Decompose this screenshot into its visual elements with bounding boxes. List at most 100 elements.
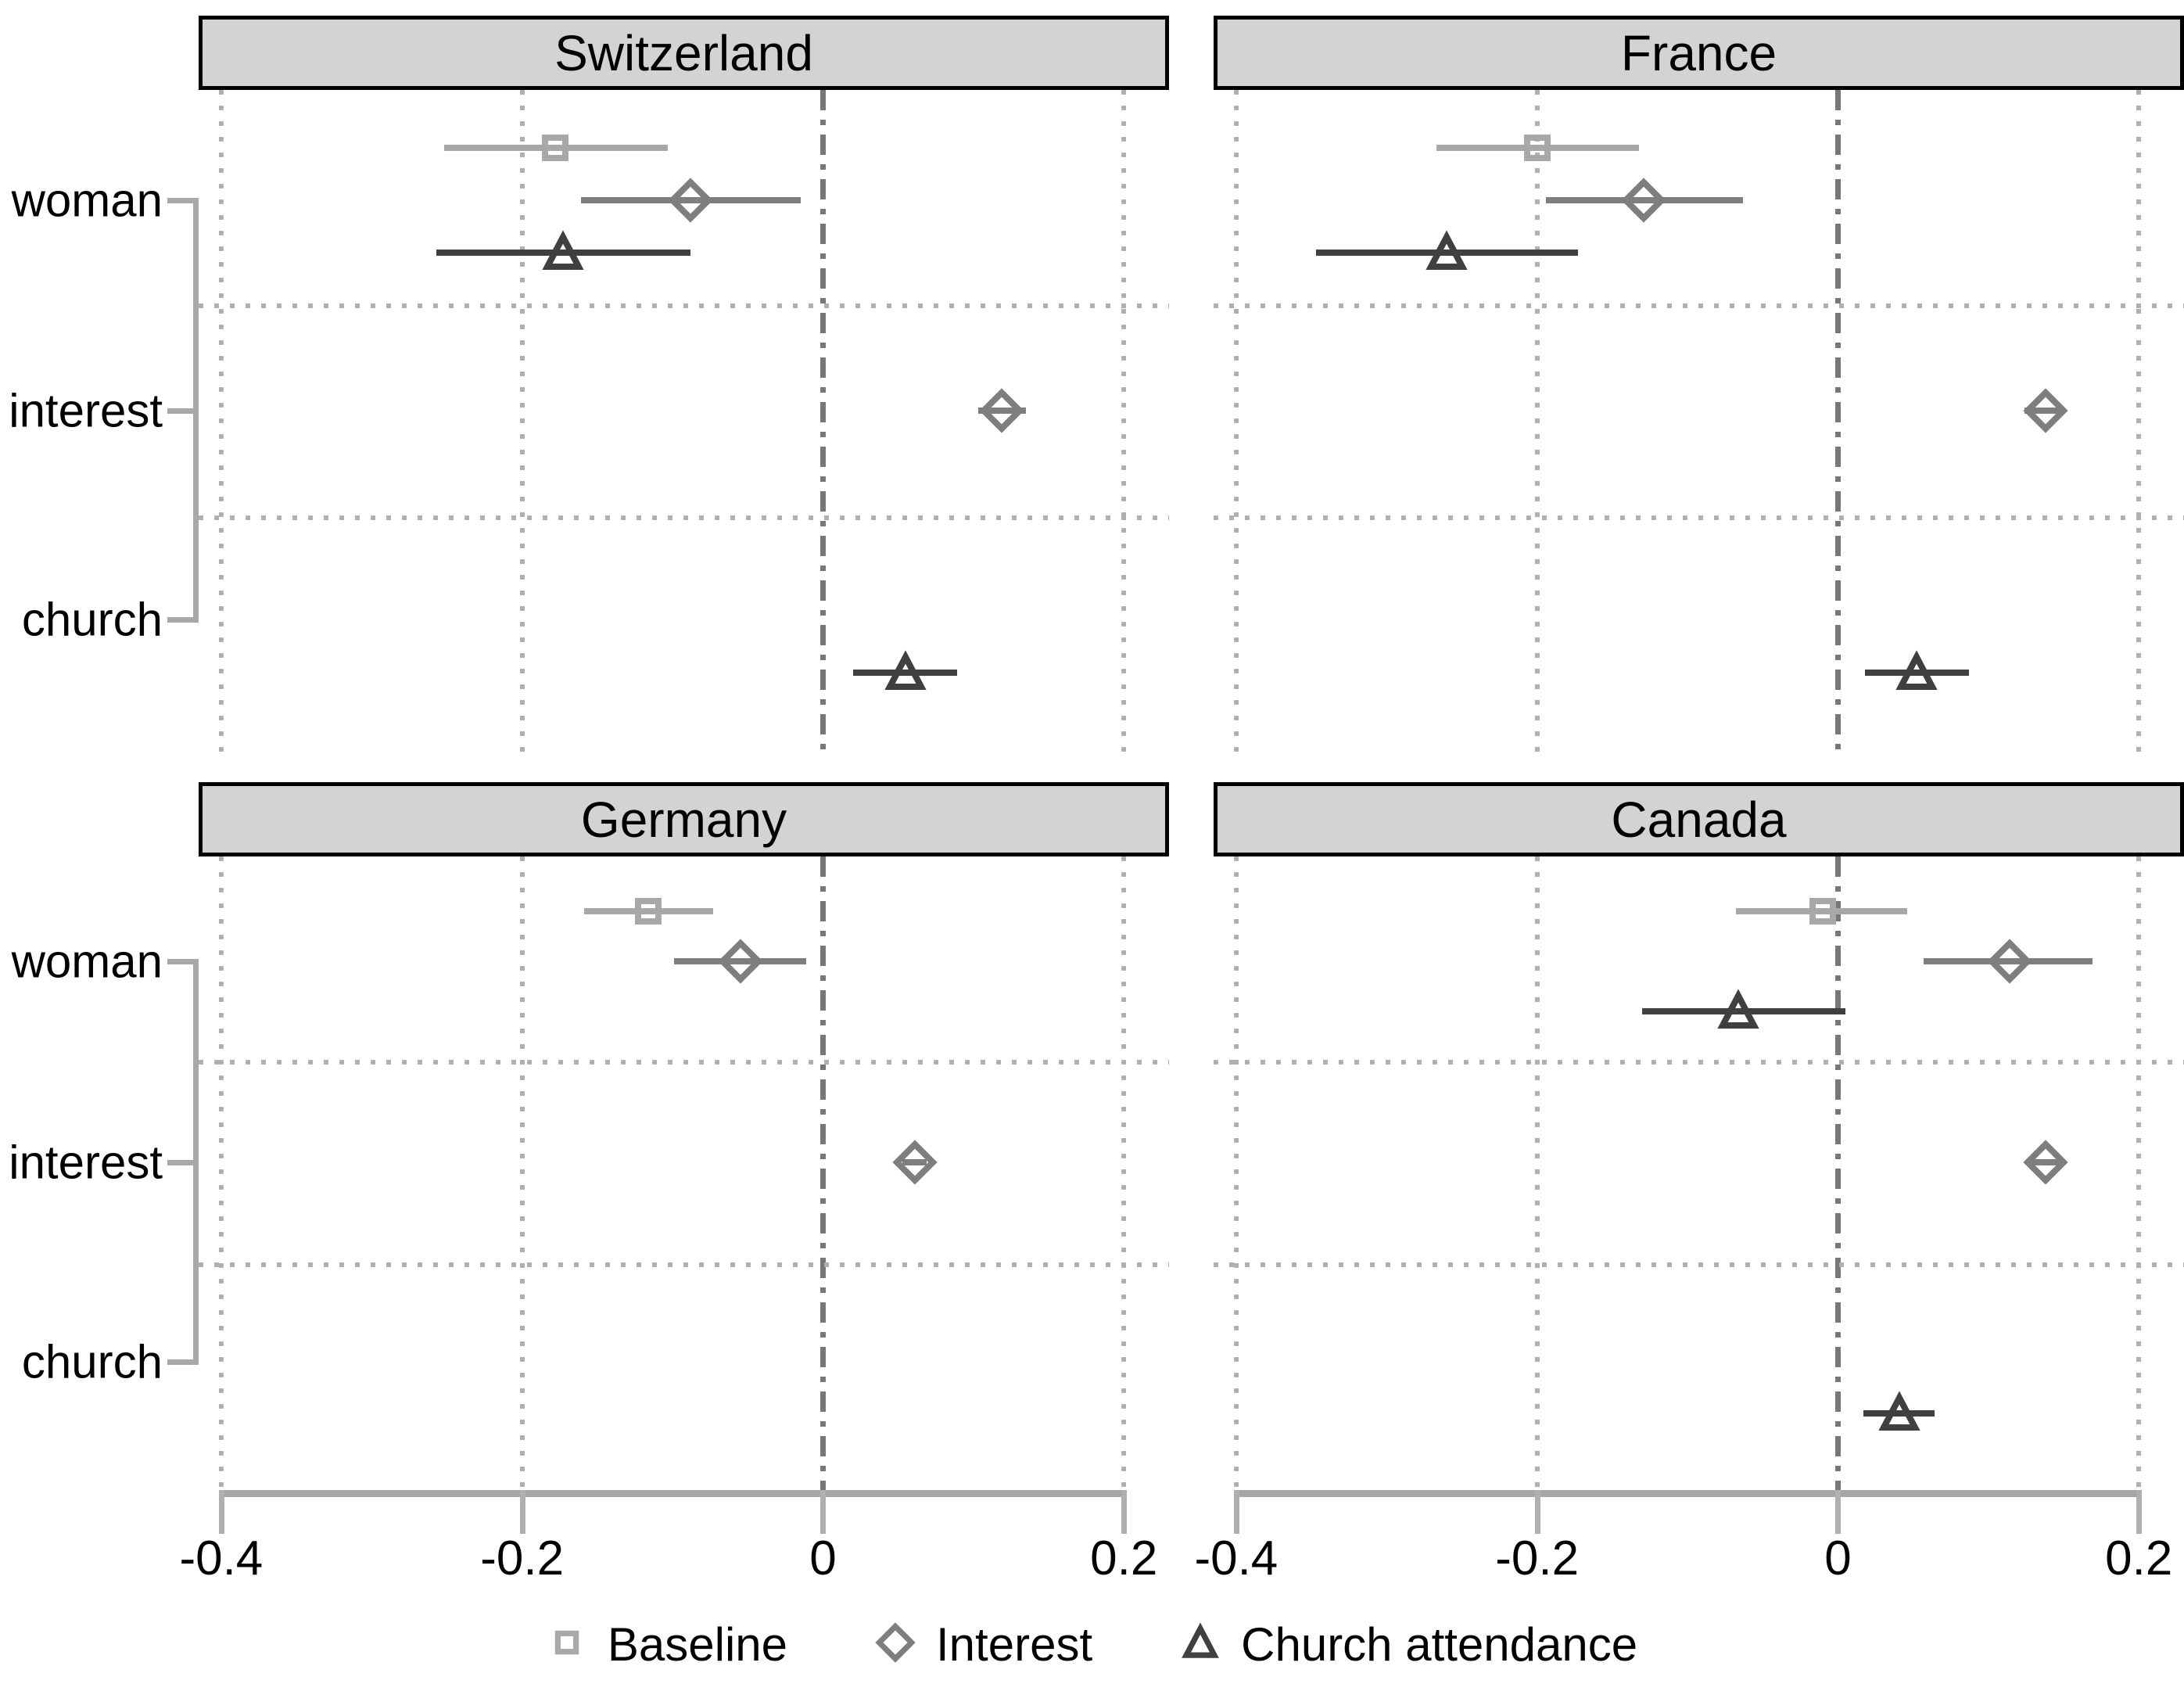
row-label-interest: interest xyxy=(9,384,163,437)
interest-estimate-marker-diamond xyxy=(892,1140,938,1185)
vertical-gridline xyxy=(1534,90,1540,753)
row-label-church: church xyxy=(21,1335,163,1388)
church-estimate-marker-triangle xyxy=(540,230,586,275)
zero-reference-line xyxy=(820,856,827,1490)
zero-reference-line xyxy=(820,90,827,753)
legend-label-baseline: Baseline xyxy=(607,1618,788,1671)
interest-estimate-marker-diamond xyxy=(2023,1140,2068,1185)
x-axis-tick xyxy=(1534,1490,1540,1534)
confidence-interval-interest xyxy=(1924,958,2093,965)
plot-area-switzerland xyxy=(199,90,1169,753)
x-axis-line xyxy=(1235,1490,2139,1497)
panel-title-germany: Germany xyxy=(199,782,1169,856)
baseline-estimate-marker-square xyxy=(1800,889,1845,934)
confidence-interval-interest xyxy=(1546,196,1744,203)
bracket-tick xyxy=(167,408,199,414)
confidence-interval-baseline xyxy=(1735,908,1907,915)
legend-label-church: Church attendance xyxy=(1241,1618,1638,1671)
plot-area-germany xyxy=(199,856,1169,1490)
vertical-gridline xyxy=(519,856,525,1490)
legend: Baseline Interest Church attendance xyxy=(0,1618,2184,1671)
x-axis-line xyxy=(221,1490,1124,1497)
row-label-woman: woman xyxy=(11,935,163,988)
x-axis-tick-label: 0 xyxy=(1824,1531,1852,1585)
row-group-bracket xyxy=(193,197,199,623)
group-separator-gridline xyxy=(199,1262,1169,1268)
group-separator-gridline xyxy=(199,515,1169,520)
x-axis-tick-label: -0.4 xyxy=(1194,1531,1278,1585)
legend-item-baseline: Baseline xyxy=(547,1618,787,1671)
church-estimate-marker-triangle xyxy=(883,650,928,695)
church-estimate-marker-triangle xyxy=(1716,989,1761,1034)
x-axis-tick xyxy=(820,1490,827,1534)
row-label-woman: woman xyxy=(11,174,163,227)
group-separator-gridline xyxy=(1214,1262,2184,1268)
confidence-interval-church xyxy=(1315,249,1578,256)
confidence-interval-interest xyxy=(977,407,1027,414)
church-estimate-marker-triangle xyxy=(1424,230,1469,275)
confidence-interval-interest xyxy=(580,196,801,203)
vertical-gridline xyxy=(2136,90,2142,753)
row-label-church: church xyxy=(21,593,163,646)
legend-item-church: Church attendance xyxy=(1180,1618,1637,1671)
group-separator-gridline xyxy=(199,1060,1169,1065)
vertical-gridline xyxy=(1121,90,1127,753)
bracket-tick xyxy=(167,959,199,965)
bracket-tick xyxy=(167,1160,199,1166)
interest-estimate-marker-diamond xyxy=(2023,387,2068,433)
vertical-gridline xyxy=(218,856,224,1490)
confidence-interval-baseline xyxy=(583,908,713,915)
legend-square-icon xyxy=(547,1622,587,1667)
church-estimate-marker-triangle xyxy=(1894,650,1939,695)
panel-title-france: France xyxy=(1214,16,2184,90)
vertical-gridline xyxy=(2136,856,2142,1490)
legend-label-interest: Interest xyxy=(936,1618,1093,1671)
interest-estimate-marker-diamond xyxy=(717,939,763,985)
interest-estimate-marker-diamond xyxy=(668,178,713,223)
confidence-interval-baseline xyxy=(443,144,669,151)
vertical-gridline xyxy=(1233,90,1239,753)
x-axis-tick xyxy=(1233,1490,1239,1534)
panel-title-canada: Canada xyxy=(1214,782,2184,856)
plot-area-france xyxy=(1214,90,2184,753)
vertical-gridline xyxy=(1233,856,1239,1490)
interest-estimate-marker-diamond xyxy=(979,387,1025,433)
vertical-gridline xyxy=(519,90,525,753)
x-axis-tick xyxy=(1121,1490,1128,1534)
confidence-interval-interest xyxy=(2030,1159,2061,1166)
baseline-estimate-marker-square xyxy=(533,125,578,171)
x-axis-tick-label: -0.2 xyxy=(480,1531,565,1585)
interest-estimate-marker-diamond xyxy=(1621,178,1666,223)
confidence-interval-church xyxy=(1865,670,1969,677)
x-axis-tick-label: 0 xyxy=(809,1531,837,1585)
vertical-gridline xyxy=(218,90,224,753)
vertical-gridline xyxy=(1534,856,1540,1490)
group-separator-gridline xyxy=(199,303,1169,308)
legend-triangle-icon xyxy=(1180,1622,1221,1667)
x-axis-tick xyxy=(1835,1490,1842,1534)
confidence-interval-church xyxy=(1863,1409,1935,1417)
group-separator-gridline xyxy=(1214,303,2184,308)
confidence-interval-baseline xyxy=(1436,144,1640,151)
x-axis-tick-label: 0.2 xyxy=(1090,1531,1158,1585)
panel-title-switzerland: Switzerland xyxy=(199,16,1169,90)
church-estimate-marker-triangle xyxy=(1877,1391,1922,1436)
confidence-interval-interest xyxy=(673,958,807,965)
x-axis-tick-label: -0.2 xyxy=(1495,1531,1580,1585)
x-axis-tick xyxy=(519,1490,525,1534)
group-separator-gridline xyxy=(1214,1060,2184,1065)
confidence-interval-interest xyxy=(902,1159,927,1166)
x-axis-tick-label: 0.2 xyxy=(2105,1531,2173,1585)
group-separator-gridline xyxy=(1214,515,2184,520)
bracket-tick xyxy=(167,1359,199,1366)
x-axis-tick xyxy=(218,1490,224,1534)
legend-diamond-icon xyxy=(875,1622,916,1667)
row-label-interest: interest xyxy=(9,1136,163,1189)
bracket-tick xyxy=(167,197,199,203)
zero-reference-line xyxy=(1835,90,1842,753)
confidence-interval-interest xyxy=(2024,407,2064,414)
vertical-gridline xyxy=(1121,856,1127,1490)
x-axis-tick xyxy=(2136,1490,2143,1534)
row-group-bracket xyxy=(193,959,199,1366)
